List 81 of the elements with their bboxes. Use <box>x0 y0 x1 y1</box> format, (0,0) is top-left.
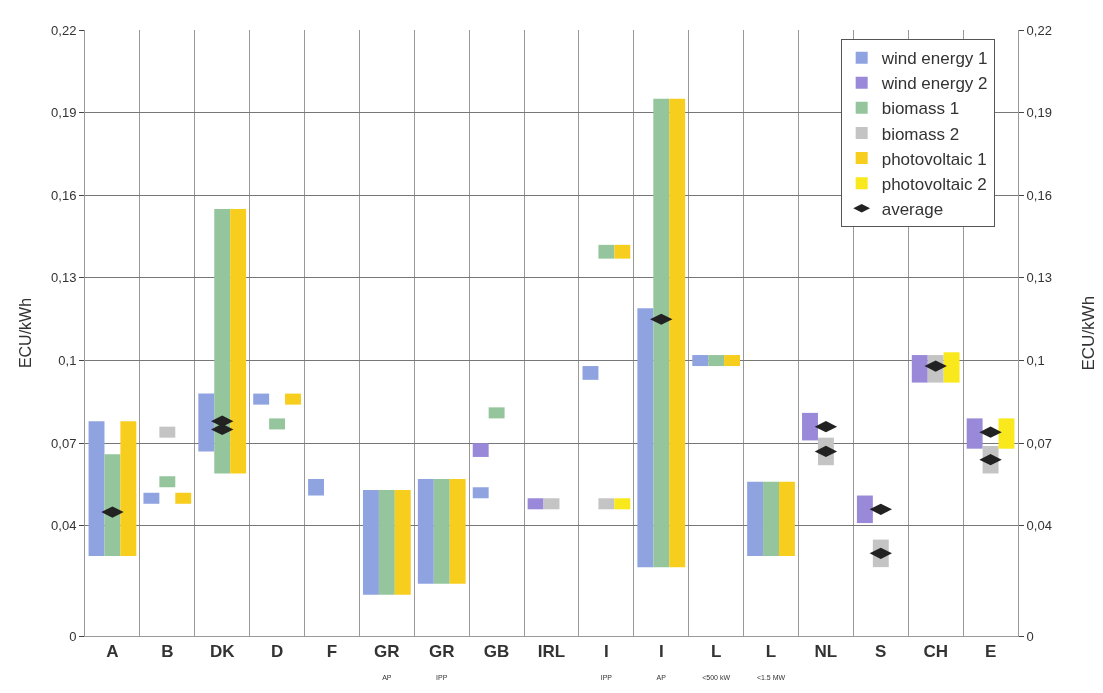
y-tick-label: 0,16 <box>51 187 77 203</box>
bar <box>778 481 795 557</box>
bar <box>692 355 709 367</box>
bar <box>308 478 325 496</box>
bar <box>433 478 450 584</box>
legend-label: wind energy 1 <box>880 49 988 69</box>
x-tick-label: B <box>161 642 174 662</box>
y2-tick-label: 0,16 <box>1026 187 1052 203</box>
legend-label: photovoltaic 2 <box>881 174 987 194</box>
bar <box>378 490 395 595</box>
y-tick-label: 0,22 <box>51 22 77 38</box>
bar <box>253 393 270 405</box>
bar <box>449 478 466 584</box>
bar <box>598 244 615 259</box>
bar <box>527 498 544 510</box>
x-tick-label: F <box>326 642 338 662</box>
bar <box>614 244 631 259</box>
y2-tick-label: 0,1 <box>1026 353 1045 369</box>
x-tick-label: GB <box>483 642 510 662</box>
legend-label: average <box>881 199 944 219</box>
y2-tick-label: 0,04 <box>1026 518 1052 534</box>
y-axis-title: ECU/kWh <box>16 297 34 369</box>
bar <box>802 412 818 441</box>
y-tick-label: 0,13 <box>51 270 77 286</box>
y-tick-label: 0,04 <box>51 518 77 534</box>
bar <box>911 355 928 383</box>
legend-label: biomass 1 <box>881 99 960 119</box>
bar <box>488 407 505 419</box>
bar <box>966 418 983 449</box>
bar <box>120 421 137 557</box>
y2-axis-title: ECU/kWh <box>1078 295 1098 371</box>
x-tick-label: D <box>270 642 284 662</box>
bar <box>598 498 615 510</box>
x-tick-label: CH <box>923 642 948 662</box>
bar <box>88 421 105 557</box>
y-tick-label: 0,07 <box>51 435 77 451</box>
y2-tick-label: 0 <box>1026 628 1034 644</box>
bar <box>143 492 160 504</box>
bar <box>614 498 631 510</box>
bar <box>198 393 215 452</box>
bar <box>230 209 247 474</box>
bar <box>543 498 560 510</box>
legend-label: biomass 2 <box>881 124 960 144</box>
bar <box>669 98 686 568</box>
y2-tick-label: 0,22 <box>1026 22 1052 38</box>
legend-label: wind energy 2 <box>880 74 988 94</box>
bar <box>362 490 379 595</box>
bar <box>269 418 286 430</box>
bar <box>708 355 725 367</box>
bar <box>998 418 1015 449</box>
y2-tick-label: 0,13 <box>1026 270 1052 286</box>
legend-label: photovoltaic 1 <box>881 149 987 169</box>
bar <box>747 481 764 557</box>
bar <box>472 487 489 499</box>
bar <box>943 352 960 383</box>
x-tick-label: E <box>984 642 997 662</box>
bar <box>472 443 489 457</box>
x-tick-label: S <box>875 642 887 662</box>
bar <box>159 426 176 438</box>
y-tick-label: 0,1 <box>58 353 77 369</box>
x-tick-label: IRL <box>537 642 566 662</box>
bar <box>104 454 121 557</box>
bar <box>285 393 301 405</box>
bar <box>856 495 873 524</box>
y-tick-label: 0,19 <box>51 105 77 121</box>
bar <box>175 492 192 504</box>
y-tick-label: 0 <box>69 628 77 644</box>
bar <box>724 355 741 367</box>
bar <box>582 366 599 380</box>
x-tick-label: DK <box>209 642 236 662</box>
bar <box>214 209 231 474</box>
bar <box>637 308 654 568</box>
bar <box>417 478 434 584</box>
bar <box>159 476 176 488</box>
x-tick-label: NL <box>814 642 838 662</box>
bar <box>763 481 779 557</box>
bar <box>394 490 411 595</box>
y2-tick-label: 0,19 <box>1026 105 1052 121</box>
bar <box>653 98 670 568</box>
x-tick-label: A <box>106 642 119 662</box>
y2-tick-label: 0,07 <box>1026 435 1052 451</box>
